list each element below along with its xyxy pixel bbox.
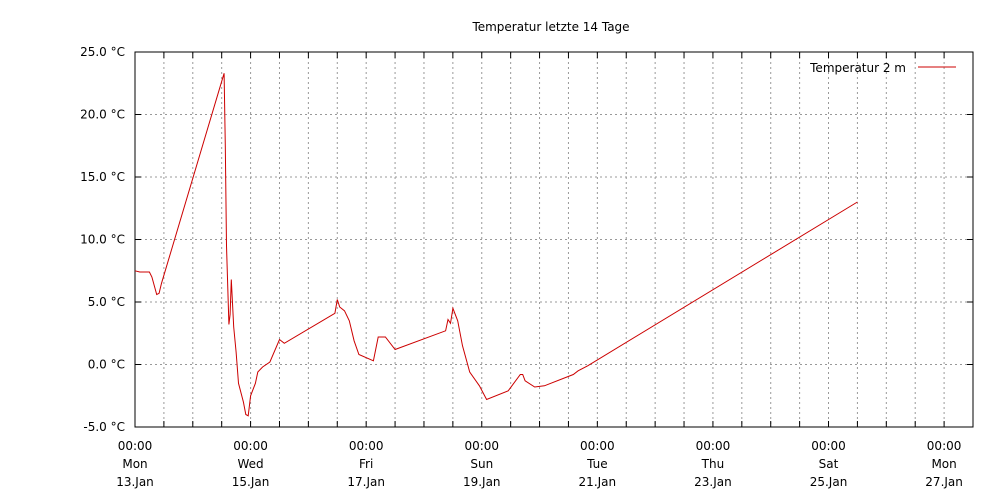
y-tick-label: 15.0 °C <box>80 170 125 184</box>
x-tick-time: 00:00 <box>464 439 499 453</box>
grid <box>135 52 973 427</box>
x-tick-date: 17.Jan <box>347 475 385 489</box>
axes: -5.0 °C 0.0 °C 5.0 °C 10.0 °C 15.0 °C 20.0 °C… <box>80 45 973 489</box>
x-tick-weekday: Tue <box>586 457 608 471</box>
x-tick-weekday: Sun <box>470 457 493 471</box>
series-layer <box>134 73 858 417</box>
x-tick-date: 19.Jan <box>463 475 501 489</box>
x-tick-date: 15.Jan <box>232 475 270 489</box>
x-tick-date: 25.Jan <box>810 475 848 489</box>
x-tick-weekday: Wed <box>238 457 264 471</box>
y-tick-label: 25.0 °C <box>80 45 125 59</box>
x-tick-time: 00:00 <box>811 439 846 453</box>
x-tick-date: 23.Jan <box>694 475 732 489</box>
y-tick-label: 20.0 °C <box>80 108 125 122</box>
chart-title: Temperatur letzte 14 Tage <box>471 20 629 34</box>
x-tick-weekday: Fri <box>359 457 373 471</box>
x-tick-time: 00:00 <box>696 439 731 453</box>
x-tick-time: 00:00 <box>118 439 153 453</box>
x-tick-time: 00:00 <box>349 439 384 453</box>
y-tick-label: 5.0 °C <box>88 295 125 309</box>
x-tick-time: 00:00 <box>233 439 268 453</box>
x-tick-date: 21.Jan <box>579 475 617 489</box>
x-tick-weekday: Mon <box>122 457 147 471</box>
x-tick-weekday: Mon <box>931 457 956 471</box>
legend: Temperatur 2 m <box>809 61 956 75</box>
x-tick-date: 27.Jan <box>925 475 963 489</box>
x-tick-weekday: Thu <box>701 457 725 471</box>
x-tick-weekday: Sat <box>819 457 839 471</box>
y-tick-label: 10.0 °C <box>80 233 125 247</box>
x-tick-time: 00:00 <box>580 439 615 453</box>
x-tick-time: 00:00 <box>927 439 962 453</box>
legend-label: Temperatur 2 m <box>809 61 906 75</box>
y-tick-label: 0.0 °C <box>88 358 125 372</box>
series-line <box>134 73 858 417</box>
x-tick-date: 13.Jan <box>116 475 154 489</box>
y-tick-label: -5.0 °C <box>83 420 125 434</box>
